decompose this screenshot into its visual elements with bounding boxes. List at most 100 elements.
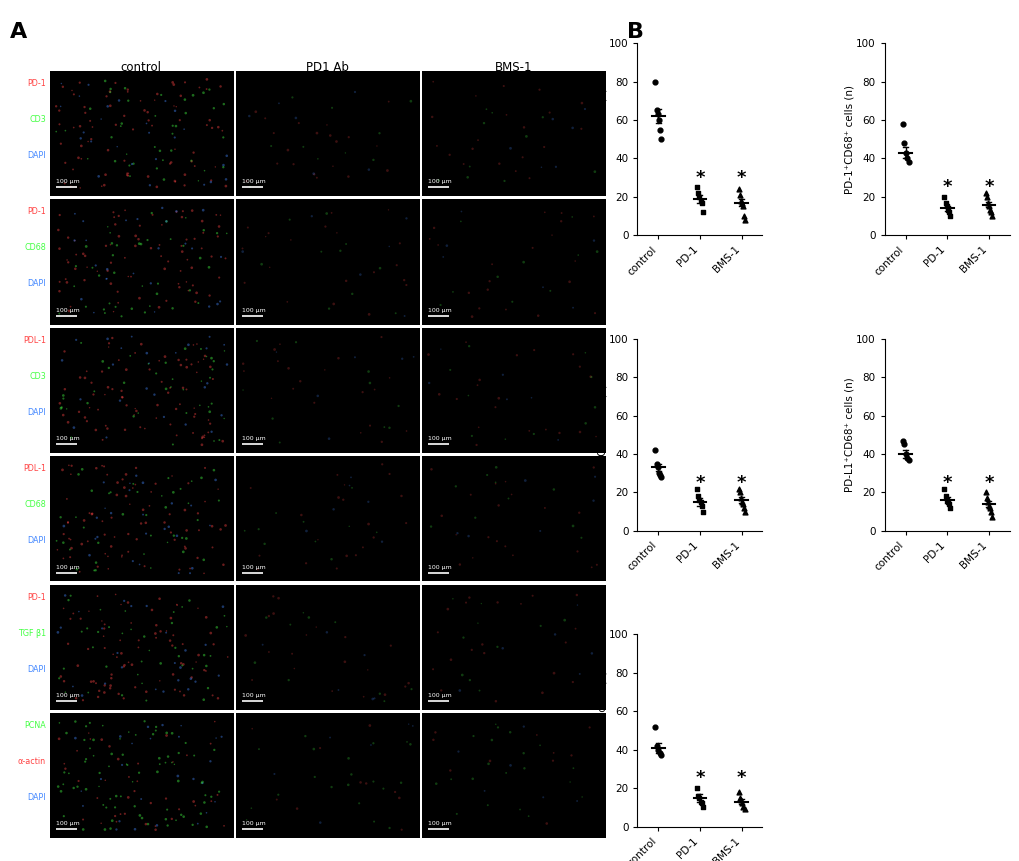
Point [219,357,235,371]
Point [128,469,145,483]
Point [168,529,184,542]
Point [280,673,297,687]
Point [219,650,235,664]
Point [569,794,585,808]
Point [106,530,122,544]
Point [81,726,97,740]
Point [95,433,111,447]
Point [428,139,444,152]
Point [71,76,88,90]
Point [70,774,87,788]
Point [155,153,171,167]
Point [270,96,286,110]
Point [583,370,599,384]
Point [199,118,215,132]
Point [133,811,150,825]
Point [96,629,112,643]
Point [200,681,216,695]
Point [507,164,524,178]
Point [547,160,564,174]
Point [103,540,119,554]
Point [216,412,232,425]
Point [309,127,325,140]
Point [162,418,178,431]
Point [194,214,210,228]
Point [650,113,666,127]
Point [170,746,186,760]
Point [441,148,458,162]
Point [171,684,187,698]
Point [186,407,203,421]
Point [210,691,226,705]
Point [178,382,195,396]
Point [88,461,104,475]
Point [337,146,354,160]
Point [164,437,180,451]
Point [139,116,155,130]
Point [381,421,397,435]
Point [81,78,97,92]
Point [309,170,325,184]
Point [90,403,106,417]
Point [203,250,219,263]
Point [123,302,140,316]
Point [164,469,180,483]
Point [94,614,110,628]
Point [153,657,169,671]
Point [203,737,219,751]
Point [195,430,211,443]
Point [102,226,118,239]
Point [168,119,184,133]
Point [464,551,480,565]
Point [97,773,113,787]
Point [571,360,587,374]
Point [199,82,215,96]
Point [76,733,93,746]
Point [497,766,514,780]
Point [204,689,220,703]
Point [112,120,128,133]
Point [90,530,106,544]
Text: α-actin: α-actin [18,757,46,766]
Point [60,516,76,530]
Point [577,417,593,430]
Point [556,613,573,627]
Text: *: * [736,474,746,492]
Point [165,77,181,91]
Point [190,355,206,369]
Point [89,511,105,524]
Point [585,233,601,247]
Point [95,355,111,369]
Point [168,205,184,219]
Point [120,725,137,739]
Point [57,685,73,699]
Point [201,260,217,274]
Point [82,716,98,730]
Point [487,461,503,474]
Point [172,482,189,496]
Point [190,551,206,565]
Point [425,75,441,89]
Point [102,678,118,692]
Point [112,732,128,746]
Point [152,674,168,688]
Point [114,473,130,486]
Point [57,589,73,603]
Point [583,647,599,660]
Point [569,598,585,612]
Point [296,515,312,529]
Point [57,762,73,776]
Point [55,388,71,402]
Point [98,660,114,673]
Point [330,491,346,505]
Point [146,387,162,401]
Point [130,641,147,654]
Point [444,285,461,299]
Point [448,807,465,821]
Bar [236,456,420,581]
Point [165,755,181,769]
Point [177,542,194,555]
Point [149,819,165,833]
Point [533,160,549,174]
Point [444,592,461,605]
